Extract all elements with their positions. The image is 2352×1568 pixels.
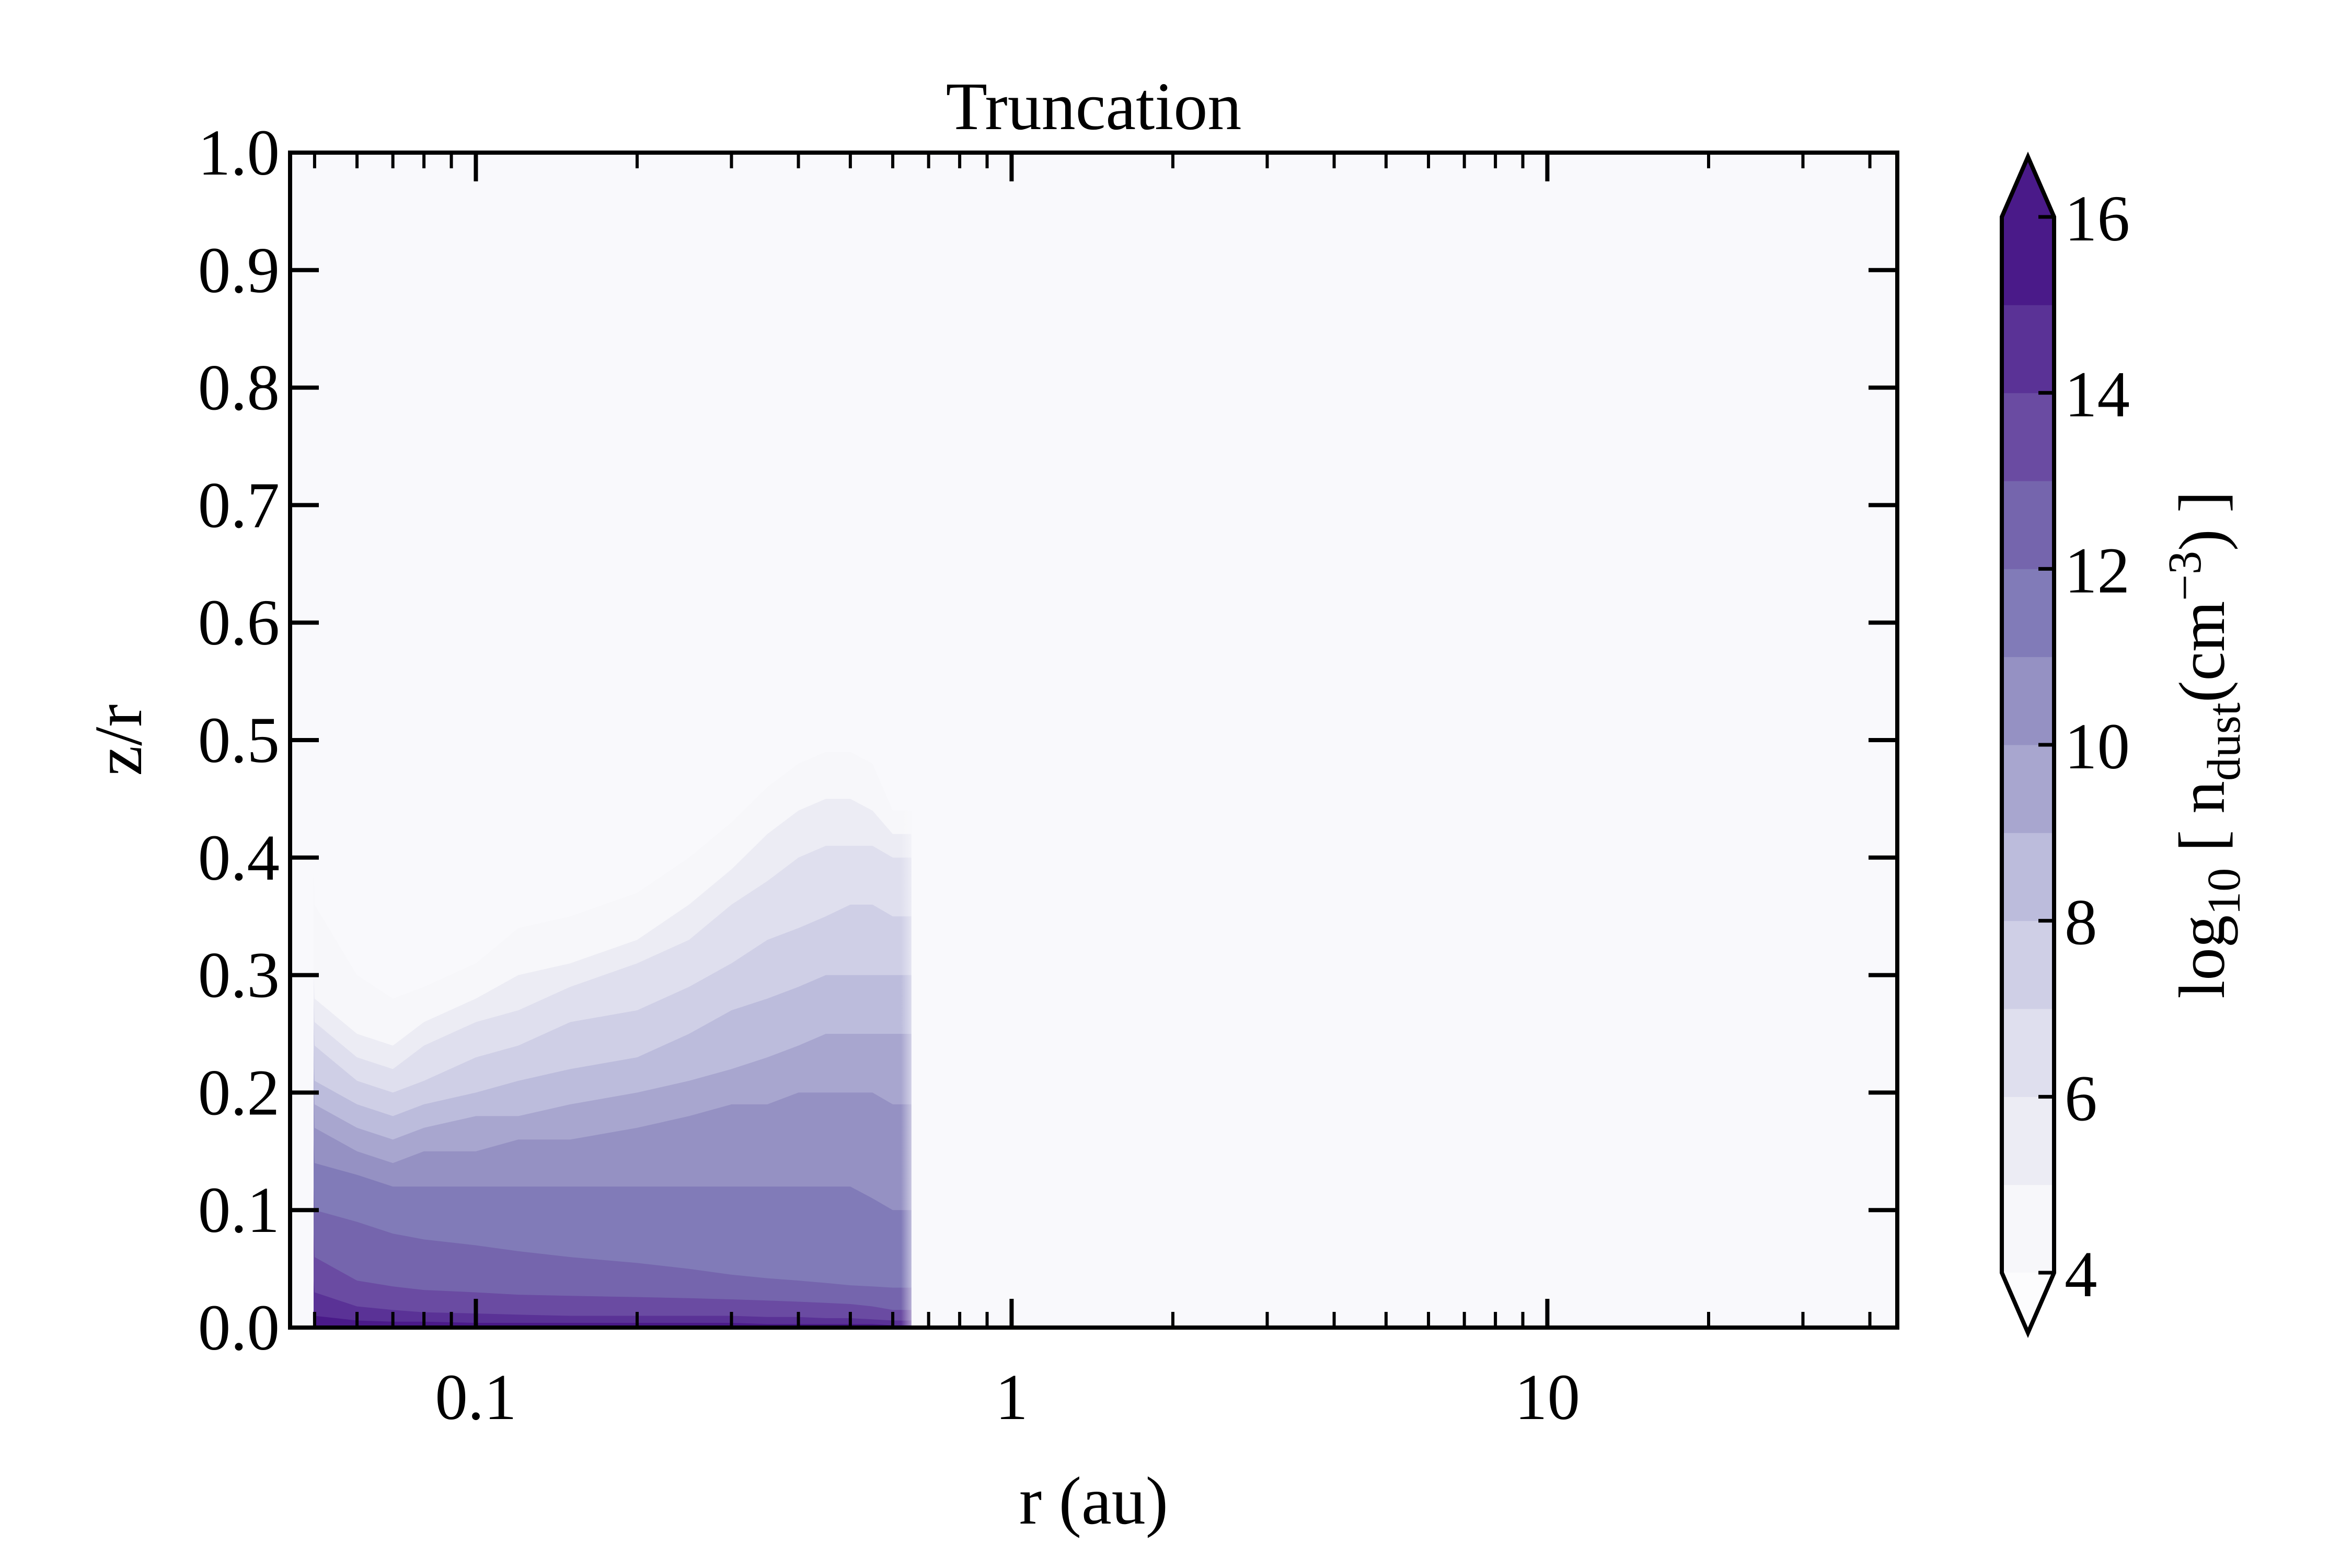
colorbar-label-unit-close: ) — [2166, 529, 2239, 551]
colorbar-band-4 — [2002, 1184, 2054, 1273]
colorbar-label-unit-sup: −3 — [2159, 551, 2211, 601]
y-tick-label: 0.4 — [198, 822, 280, 894]
colorbar-tick-label: 14 — [2065, 359, 2130, 431]
colorbar-label-bracket-open: [ — [2166, 814, 2239, 868]
colorbar-label-n-sub: dust — [2198, 702, 2250, 781]
colorbar-band-7 — [2002, 920, 2054, 1009]
y-tick-label: 0.0 — [198, 1292, 280, 1364]
colorbar-band-13 — [2002, 393, 2054, 481]
x-tick-label: 10 — [1515, 1362, 1580, 1434]
x-tick-label: 0.1 — [435, 1362, 516, 1434]
colorbar-band-9 — [2002, 745, 2054, 833]
colorbar-band-10 — [2002, 656, 2054, 745]
y-tick-label: 0.1 — [198, 1174, 280, 1247]
colorbar-tick-label: 12 — [2065, 535, 2130, 607]
colorbar-band-6 — [2002, 1009, 2054, 1097]
colorbar-band-8 — [2002, 833, 2054, 921]
colorbar-tick-label: 6 — [2065, 1063, 2097, 1135]
y-tick-label: 0.9 — [198, 235, 280, 307]
colorbar-extend-min — [2002, 1273, 2054, 1333]
colorbar-label-unit: (cm — [2166, 601, 2239, 702]
colorbar-tick-label: 16 — [2065, 183, 2130, 255]
colorbar-tick-label: 4 — [2065, 1239, 2097, 1311]
y-tick-label: 0.8 — [198, 352, 280, 424]
colorbar-label-bracket-close: ] — [2166, 491, 2239, 529]
contour-band-level-13 — [314, 1233, 912, 1328]
y-tick-label: 0.6 — [198, 587, 280, 659]
chart-title: Truncation — [946, 69, 1242, 144]
colorbar-band-15 — [2002, 217, 2054, 305]
colorbar-tick-label: 10 — [2065, 711, 2130, 783]
y-tick-label: 0.7 — [198, 469, 280, 541]
contour-band-level-14 — [314, 1281, 912, 1328]
contour-band-level-15 — [314, 1310, 912, 1328]
colorbar-tick-label: 8 — [2065, 887, 2097, 959]
y-tick-label: 0.3 — [198, 940, 280, 1012]
colorbar-extend-max — [2002, 157, 2054, 217]
y-tick-label: 0.5 — [198, 705, 280, 777]
truncation-edge-fade — [901, 153, 922, 1328]
colorbar-label: log10 [ ndust(cm−3) ] — [2159, 491, 2250, 998]
colorbar-band-11 — [2002, 569, 2054, 658]
colorbar-band-12 — [2002, 481, 2054, 569]
y-tick-label: 0.2 — [198, 1057, 280, 1129]
colorbar-label-n: n — [2166, 781, 2239, 814]
x-axis-label: r (au) — [1019, 1463, 1168, 1539]
colorbar-label-sub: 10 — [2198, 868, 2250, 915]
colorbar-band-5 — [2002, 1097, 2054, 1185]
colorbar-band-14 — [2002, 305, 2054, 394]
colorbar-label-log: log — [2166, 915, 2239, 999]
y-axis-label: z/r — [81, 704, 156, 776]
x-tick-label: 1 — [995, 1362, 1028, 1434]
y-tick-label: 1.0 — [198, 117, 280, 189]
